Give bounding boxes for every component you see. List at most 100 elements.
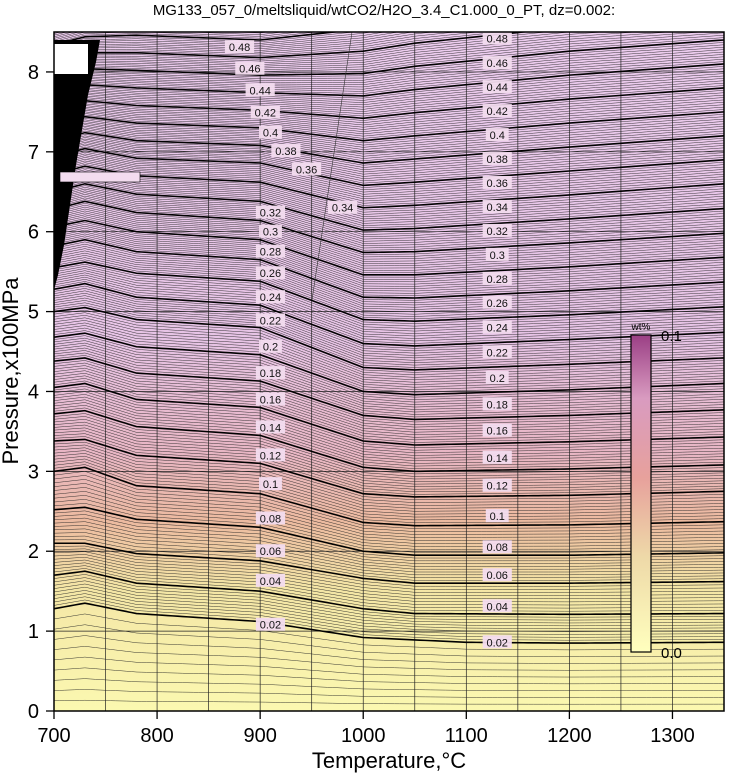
thin-contour [54,413,724,475]
thin-contour [54,656,724,678]
thin-contour [54,32,436,55]
thin-contour [54,197,724,249]
contour-0.08 [54,506,724,557]
contour-label: 0.2 [485,370,509,385]
thin-contour [54,259,724,320]
thin-contour [54,464,724,524]
thin-contour [54,56,724,90]
contour-label: 0.06 [482,568,512,582]
thin-contour [54,32,414,53]
thin-contour [54,373,724,435]
thin-contour [54,510,724,559]
thin-contour [54,453,724,512]
svg-text:0.2: 0.2 [490,373,505,385]
thin-contour [54,218,724,273]
thin-contour [54,32,386,50]
thin-contour [54,224,724,280]
thin-contour [54,407,724,469]
svg-text:0.42: 0.42 [255,108,276,120]
thin-contour [54,532,724,576]
thin-contour [54,352,724,415]
thin-contour [54,667,724,685]
thin-contour [54,322,724,385]
thin-contour [54,32,301,42]
contour-label: 0.04 [255,573,286,588]
thin-contour [54,447,724,506]
thin-contour [54,330,724,393]
thin-contour [54,42,724,79]
thin-contour [54,237,724,296]
contour-label: 0.12 [482,478,512,493]
x-tick-label: 900 [243,725,276,747]
thin-contour [54,32,724,73]
thin-contour [54,427,724,487]
thin-contour [54,145,724,182]
svg-text:0.1: 0.1 [263,479,278,491]
contour-0.4 [54,131,724,164]
thin-contour [54,46,724,82]
contour-0.06 [54,542,724,584]
thin-contour [54,274,724,337]
contour-label: 0.22 [255,313,286,327]
thin-contour [54,350,724,413]
thin-contour [54,288,724,351]
thin-contour [54,178,724,224]
thin-contour [54,402,724,464]
thin-contour [54,297,724,361]
contour-0.36 [54,165,724,209]
contour-label: 0.46 [482,56,512,70]
thin-contour [54,292,724,356]
svg-text:0.24: 0.24 [260,292,281,304]
thin-contour [54,85,724,117]
thin-contour [54,82,724,115]
thin-contour [54,430,724,490]
thin-contour [54,535,724,578]
thin-contour [54,180,724,226]
thin-contour [54,257,724,317]
upper-left-region [54,32,353,301]
thin-contour [54,315,724,378]
y-tick-label: 7 [28,142,39,164]
colorbar: wt% 0.1 0.0 [630,322,682,662]
thin-contour [54,300,724,363]
contour-label: 0.26 [255,266,286,280]
contour-0.28 [54,238,724,299]
contour-0.02 [54,602,724,644]
contour-0.38 [54,147,724,187]
thin-contour [54,596,724,638]
contour-label: 0.4 [259,125,282,140]
thin-contour [54,32,357,47]
x-tick-label: 800 [140,725,173,747]
thin-contour [54,181,724,229]
thin-contour [54,34,724,74]
contour-label: 0.42 [482,104,512,118]
thin-contour [54,118,724,148]
chart-title: MG133_057_0/meltsliquid/wtCO2/H2O_3.4_C1… [153,2,615,19]
thin-contour [54,235,724,294]
contour-label: 0.34 [482,199,512,214]
svg-text:0.4: 0.4 [490,130,505,142]
contour-label: 0.04 [482,599,512,613]
thin-contour [54,32,480,58]
thin-contour [54,613,724,651]
thin-contour [54,268,724,329]
thin-contour [54,92,724,123]
contour-0.12 [54,438,724,498]
contour-label: 0.18 [255,366,286,380]
thin-contour [54,75,724,108]
thin-contour [54,580,724,624]
thin-contour [54,394,724,456]
thin-contour [54,347,724,410]
thin-contour [54,97,724,128]
thin-contour [54,565,724,609]
thin-contour [54,151,724,191]
svg-text:0.26: 0.26 [260,268,281,280]
svg-text:0.24: 0.24 [487,323,508,335]
thin-contour [54,44,724,81]
thin-contour [54,568,724,612]
svg-text:0.38: 0.38 [487,154,508,166]
thin-contour [54,157,724,197]
thin-contour [54,246,724,306]
svg-text:0.46: 0.46 [487,58,508,70]
